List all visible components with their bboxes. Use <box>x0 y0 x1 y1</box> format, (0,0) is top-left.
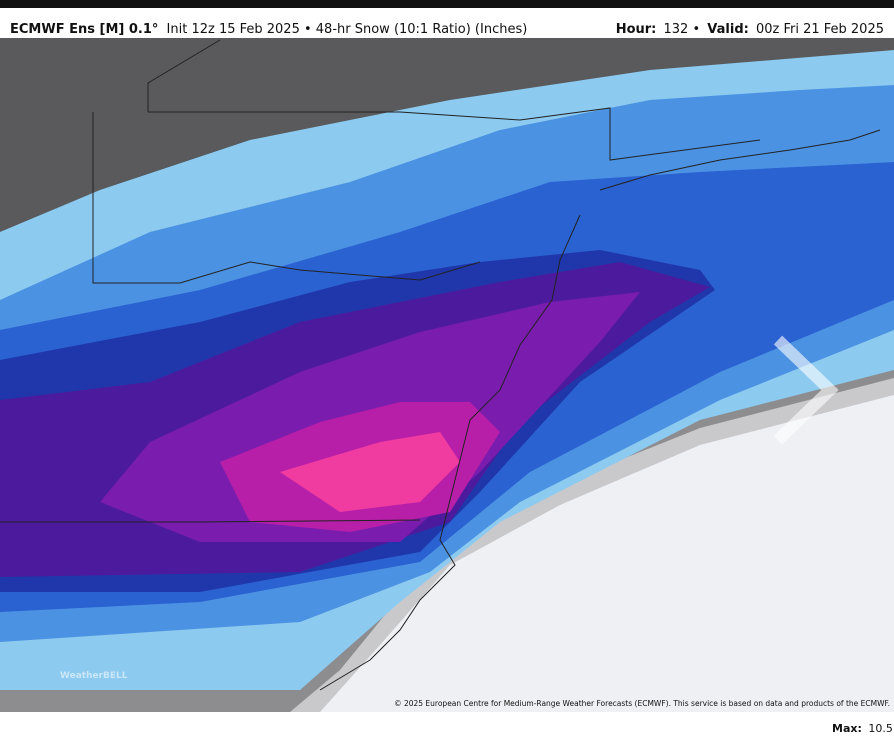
next-arrow[interactable] <box>773 335 839 445</box>
copyright: © 2025 European Centre for Medium-Range … <box>394 699 890 708</box>
valid: 00z Fri 21 Feb 2025 <box>756 22 884 37</box>
header-text: ECMWF Ens [M] 0.1° Init 12z 15 Feb 2025 … <box>10 22 527 37</box>
shade <box>0 38 894 232</box>
coastline <box>599 129 881 191</box>
state-border <box>0 519 421 523</box>
state-border <box>148 107 761 161</box>
boundaries <box>0 39 881 691</box>
max-label: Max: <box>832 722 862 735</box>
state-border <box>147 39 221 112</box>
header-bar <box>0 8 894 38</box>
model: ECMWF Ens [M] 0.1° <box>10 22 158 37</box>
shade <box>280 432 460 512</box>
state-border <box>92 112 481 284</box>
max-text: Max: 10.5 <box>832 722 893 735</box>
max-value: 10.5 <box>868 722 893 735</box>
hour: 132 • <box>664 22 701 37</box>
top-bar <box>0 0 894 8</box>
valid-label: Valid: <box>707 22 749 37</box>
valid-text: Hour: 132 • Valid: 00z Fri 21 Feb 2025 <box>616 22 884 37</box>
map: WeatherBELL © 2025 European Centre for M… <box>0 38 894 712</box>
description: Init 12z 15 Feb 2025 • 48-hr Snow (10:1 … <box>167 22 528 37</box>
hour-label: Hour: <box>616 22 657 37</box>
logo: WeatherBELL <box>60 671 128 681</box>
coastline <box>319 214 581 691</box>
